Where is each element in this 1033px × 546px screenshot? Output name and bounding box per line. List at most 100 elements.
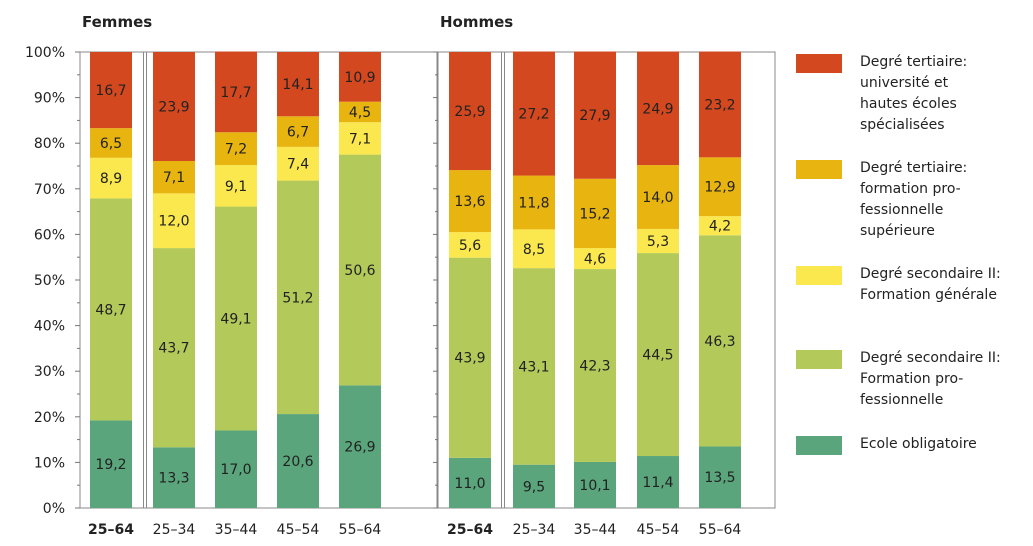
- legend-label: Degré secondaire II: Formation pro- fess…: [860, 350, 1001, 408]
- bar-segment-ter_uni: [574, 51, 616, 179]
- x-category-label: 45–54: [637, 522, 680, 538]
- bar-segment-ter_uni: [215, 51, 257, 133]
- bar-segment-ter_uni: [90, 52, 132, 129]
- bar-segment-sec_gen: [699, 216, 741, 236]
- legend-label: Ecole obligatoire: [860, 436, 977, 452]
- bar-segment-ter_pro: [339, 101, 381, 123]
- bar-segment-obl: [215, 430, 257, 508]
- data-label: 43,7: [158, 341, 189, 357]
- data-label: 4,6: [584, 252, 606, 268]
- panel-title: Hommes: [440, 13, 513, 31]
- x-category-label: 55–64: [699, 522, 742, 538]
- bar-segment-ter_pro: [513, 175, 555, 230]
- data-label: 27,2: [518, 107, 549, 123]
- bar-segment-obl: [277, 414, 319, 508]
- data-label: 9,1: [225, 179, 247, 195]
- bar-segment-sec_gen: [574, 248, 616, 270]
- data-label: 14,0: [642, 190, 673, 206]
- bar-segment-ter_uni: [339, 52, 381, 102]
- data-label: 16,7: [95, 83, 126, 99]
- x-category-label: 35–44: [215, 522, 258, 538]
- bar-segment-sec_gen: [153, 193, 195, 249]
- bar-segment-ter_pro: [637, 165, 679, 229]
- data-label: 13,5: [704, 470, 735, 486]
- data-label: 7,4: [287, 157, 309, 173]
- bar-segment-sec_pro: [90, 198, 132, 421]
- data-label: 50,6: [344, 263, 375, 279]
- data-label: 6,5: [100, 136, 122, 152]
- data-label: 13,3: [158, 471, 189, 487]
- y-tick-label: 10%: [34, 455, 65, 471]
- data-label: 7,1: [349, 131, 371, 147]
- bar-segment-sec_pro: [637, 253, 679, 457]
- y-tick-label: 100%: [25, 45, 65, 61]
- panel-title: Femmes: [82, 13, 152, 31]
- data-label: 17,0: [220, 462, 251, 478]
- data-label: 14,1: [282, 77, 313, 93]
- y-tick-label: 90%: [34, 91, 65, 107]
- bar-segment-ter_pro: [215, 132, 257, 166]
- bar-segment-ter_pro: [449, 170, 491, 233]
- data-label: 27,9: [579, 108, 610, 124]
- data-label: 49,1: [220, 312, 251, 328]
- data-label: 25,9: [454, 104, 485, 120]
- bar-segment-sec_pro: [277, 180, 319, 415]
- data-label: 8,9: [100, 171, 122, 187]
- bar-segment-ter_uni: [449, 52, 491, 171]
- data-label: 8,5: [523, 242, 545, 258]
- legend-label: Degré tertiaire: formation pro- fessionn…: [860, 160, 968, 239]
- data-label: 42,3: [579, 359, 610, 375]
- data-label: 51,2: [282, 290, 313, 306]
- legend-swatch: [796, 266, 842, 285]
- bar-segment-sec_pro: [449, 257, 491, 458]
- data-label: 6,7: [287, 125, 309, 141]
- data-label: 7,1: [163, 170, 185, 186]
- bar-segment-obl: [449, 457, 491, 508]
- bar-segment-sec_pro: [215, 206, 257, 431]
- data-label: 13,6: [454, 194, 485, 210]
- y-tick-label: 40%: [34, 319, 65, 335]
- legend-label: Degré secondaire II: Formation générale: [860, 266, 1001, 303]
- data-label: 10,1: [579, 478, 610, 494]
- bar-segment-obl: [699, 446, 741, 508]
- bar-segment-obl: [574, 461, 616, 508]
- data-label: 20,6: [282, 454, 313, 470]
- bar-segment-ter_pro: [153, 160, 195, 194]
- data-label: 10,9: [344, 70, 375, 86]
- data-label: 15,2: [579, 206, 610, 222]
- panel-frame: [79, 51, 438, 509]
- x-category-label: 25–34: [153, 522, 196, 538]
- bar-segment-ter_uni: [637, 51, 679, 166]
- bar-segment-obl: [153, 447, 195, 508]
- bar-segment-ter_uni: [277, 52, 319, 117]
- bar-segment-sec_pro: [153, 248, 195, 448]
- bar-segment-ter_pro: [90, 128, 132, 158]
- data-label: 23,9: [158, 99, 189, 115]
- legend-label: Degré tertiaire: université et hautes éc…: [860, 54, 968, 133]
- bar-segment-sec_pro: [699, 235, 741, 447]
- y-tick-label: 20%: [34, 410, 65, 426]
- bar-segment-sec_gen: [215, 165, 257, 207]
- bar-segment-sec_gen: [637, 228, 679, 254]
- legend-swatch: [796, 436, 842, 455]
- data-label: 26,9: [344, 440, 375, 456]
- x-category-label: 45–54: [277, 522, 320, 538]
- bar-segment-ter_pro: [574, 178, 616, 249]
- legend-swatch: [796, 54, 842, 73]
- x-category-label: 25–34: [513, 522, 556, 538]
- x-category-label: 35–44: [574, 522, 617, 538]
- y-tick-label: 60%: [34, 227, 65, 243]
- bar-segment-ter_pro: [699, 157, 741, 217]
- bar-segment-sec_gen: [449, 232, 491, 258]
- bar-segment-obl: [513, 464, 555, 508]
- x-category-label: 55–64: [339, 522, 382, 538]
- data-label: 5,6: [459, 238, 481, 254]
- data-label: 44,5: [642, 348, 673, 364]
- data-label: 7,2: [225, 142, 247, 158]
- bar-segment-obl: [339, 385, 381, 508]
- x-category-label: 25–64: [88, 522, 134, 538]
- data-label: 17,7: [220, 85, 251, 101]
- data-label: 46,3: [704, 334, 735, 350]
